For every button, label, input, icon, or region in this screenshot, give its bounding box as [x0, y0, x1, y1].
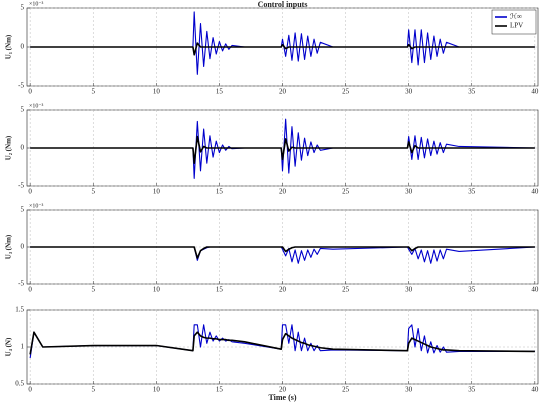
- x-tick-label: 35: [468, 386, 476, 394]
- x-tick-label: 15: [216, 286, 224, 294]
- x-tick-label: 10: [153, 386, 161, 394]
- series-line: [29, 324, 535, 359]
- y-multiplier: ×10⁻³: [29, 1, 44, 7]
- x-tick-label: 15: [216, 88, 224, 96]
- x-tick-label: 35: [468, 188, 476, 196]
- x-tick-label: 40: [531, 286, 539, 294]
- y-axis-label: U₁ (Nm): [5, 34, 13, 59]
- y-tick-label: 0: [21, 243, 25, 251]
- legend: ℋ∞LPV: [491, 9, 537, 35]
- y-tick-label: -5: [18, 82, 24, 90]
- x-tick-label: 0: [28, 188, 32, 196]
- x-tick-label: 25: [342, 386, 350, 394]
- x-tick-label: 30: [405, 188, 413, 196]
- legend-label: LPV: [510, 22, 523, 30]
- y-tick-label: 1.5: [15, 306, 24, 314]
- series-line: [30, 42, 535, 56]
- x-tick-label: 40: [531, 188, 539, 196]
- x-tick-label: 10: [153, 88, 161, 96]
- y-axis-label: U₃ (Nm): [5, 234, 13, 259]
- x-tick-label: 5: [91, 88, 95, 96]
- y-tick-label: 0: [21, 43, 25, 51]
- subplot: 0 5 10 15 20 25 30 35 40 -5 0 5 ×10⁻³ U₂ (Nm): [5, 103, 539, 195]
- y-tick-label: -5: [18, 280, 24, 288]
- x-tick-label: 35: [468, 88, 476, 96]
- x-tick-label: 20: [279, 88, 287, 96]
- legend-label: ℋ∞: [510, 13, 522, 21]
- x-tick-label: 20: [279, 286, 287, 294]
- series-line: [29, 331, 535, 355]
- x-tick-label: 0: [28, 88, 32, 96]
- y-axis-label: U₄ (N): [5, 337, 13, 356]
- x-tick-label: 30: [405, 386, 413, 394]
- x-tick-label: 30: [405, 286, 413, 294]
- x-tick-label: 15: [216, 188, 224, 196]
- subplot: 0 5 10 15 20 25 30 35 40 -5 0 5 ×10⁻³ U₁ (Nm) Control …: [5, 0, 539, 96]
- x-tick-label: 20: [279, 386, 287, 394]
- y-multiplier: ×10⁻³: [29, 203, 44, 209]
- series-line: [30, 118, 535, 179]
- x-tick-label: 5: [91, 188, 95, 196]
- x-tick-label: 10: [153, 188, 161, 196]
- series-line: [30, 11, 535, 75]
- y-tick-label: 5: [21, 206, 25, 214]
- series-line: [30, 246, 535, 259]
- x-tick-label: 25: [342, 88, 350, 96]
- x-tick-label: 40: [531, 386, 539, 394]
- y-axis-label: U₂ (Nm): [5, 135, 13, 160]
- x-tick-label: 25: [342, 188, 350, 196]
- x-tick-label: 20: [279, 188, 287, 196]
- legend-box: [491, 9, 537, 35]
- y-tick-label: 0: [21, 144, 25, 152]
- x-tick-label: 5: [91, 286, 95, 294]
- x-tick-label: 0: [28, 386, 32, 394]
- chart-title: Control inputs: [258, 0, 308, 9]
- x-tick-label: 40: [531, 88, 539, 96]
- y-tick-label: -5: [18, 182, 24, 190]
- y-tick-label: 0.5: [15, 380, 24, 388]
- subplot: 0 5 10 15 20 25 30 35 40 -5 0 5 ×10⁻³ U₃ (Nm): [5, 203, 539, 293]
- x-tick-label: 25: [342, 286, 350, 294]
- x-tick-label: 0: [28, 286, 32, 294]
- subplot: 0 5 10 15 20 25 30 35 40 0.5 1 1.5 U₄ (N) Time (s): [5, 306, 539, 402]
- y-multiplier: ×10⁻³: [29, 103, 44, 109]
- series-line: [30, 135, 535, 164]
- x-axis-label: Time (s): [268, 393, 296, 402]
- y-tick-label: 5: [21, 4, 25, 12]
- y-tick-label: 1: [21, 343, 25, 351]
- x-tick-label: 30: [405, 88, 413, 96]
- x-tick-label: 15: [216, 386, 224, 394]
- x-tick-label: 5: [91, 386, 95, 394]
- x-tick-label: 10: [153, 286, 161, 294]
- y-tick-label: 5: [21, 106, 25, 114]
- x-tick-label: 35: [468, 286, 476, 294]
